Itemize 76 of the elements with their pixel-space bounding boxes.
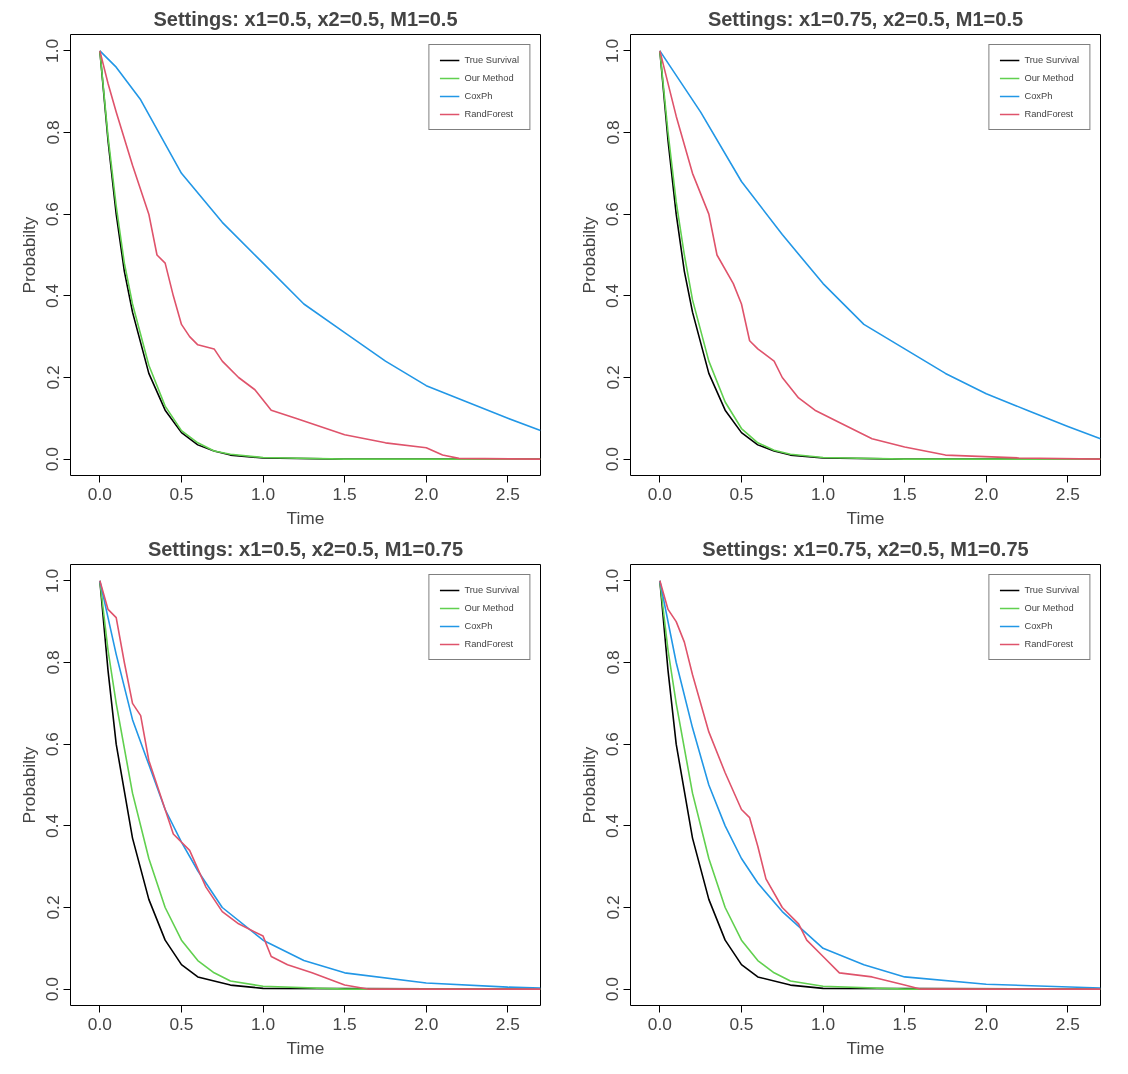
y-tick-label: 0.4	[602, 813, 623, 838]
x-axis-title: Time	[846, 507, 885, 528]
x-tick-label: 0.5	[729, 483, 754, 504]
y-tick-label: 0.0	[602, 447, 623, 472]
y-tick-label: 0.2	[42, 365, 63, 390]
y-tick-label: 1.0	[42, 38, 63, 63]
x-tick-label: 1.5	[332, 483, 357, 504]
x-axis-title: Time	[846, 1037, 885, 1058]
legend-label: True Survival	[464, 55, 519, 65]
chart-title: Settings: x1=0.5, x2=0.5, M1=0.75	[147, 537, 464, 560]
x-tick-label: 2.5	[495, 1013, 520, 1034]
x-tick-label: 1.0	[251, 483, 276, 504]
x-tick-label: 2.0	[414, 1013, 439, 1034]
x-tick-label: 0.0	[87, 1013, 112, 1034]
y-tick-label: 0.4	[42, 283, 63, 308]
y-tick-label: 1.0	[42, 568, 63, 593]
x-tick-label: 2.5	[1055, 1013, 1080, 1034]
legend-label: RandForest	[464, 639, 514, 649]
legend-label: Our Method	[1024, 603, 1074, 613]
y-tick-label: 0.4	[42, 813, 63, 838]
y-tick-label: 0.0	[42, 447, 63, 472]
y-tick-label: 0.8	[42, 120, 63, 145]
y-tick-label: 1.0	[602, 568, 623, 593]
legend-label: RandForest	[1024, 639, 1074, 649]
y-axis-title: Probabilty	[578, 216, 599, 294]
x-tick-label: 1.5	[332, 1013, 357, 1034]
legend-label: True Survival	[1024, 585, 1079, 595]
chart-title: Settings: x1=0.75, x2=0.5, M1=0.75	[702, 537, 1029, 560]
legend-label: True Survival	[464, 585, 519, 595]
legend-label: CoxPh	[1024, 91, 1053, 101]
legend-label: True Survival	[1024, 55, 1079, 65]
x-tick-label: 1.0	[811, 1013, 836, 1034]
chart-title: Settings: x1=0.5, x2=0.5, M1=0.5	[153, 7, 458, 30]
x-tick-label: 2.0	[414, 483, 439, 504]
x-tick-label: 2.5	[1055, 483, 1080, 504]
y-tick-label: 0.6	[602, 732, 623, 757]
y-axis-title: Probabilty	[18, 216, 39, 294]
y-tick-label: 0.8	[602, 650, 623, 675]
y-tick-label: 0.2	[602, 365, 623, 390]
x-tick-label: 0.5	[729, 1013, 754, 1034]
legend-label: CoxPh	[464, 621, 493, 631]
x-axis-title: Time	[286, 507, 325, 528]
y-tick-label: 0.0	[602, 977, 623, 1002]
y-tick-label: 0.0	[42, 977, 63, 1002]
x-tick-label: 1.0	[811, 483, 836, 504]
x-tick-label: 1.5	[892, 483, 917, 504]
y-tick-label: 0.4	[602, 283, 623, 308]
y-axis-title: Probabilty	[578, 746, 599, 824]
legend-label: Our Method	[464, 603, 514, 613]
x-tick-label: 1.5	[892, 1013, 917, 1034]
x-tick-label: 0.0	[647, 483, 672, 504]
legend-label: Our Method	[464, 73, 514, 83]
x-axis-title: Time	[286, 1037, 325, 1058]
y-tick-label: 0.8	[602, 120, 623, 145]
x-tick-label: 1.0	[251, 1013, 276, 1034]
chart-title: Settings: x1=0.75, x2=0.5, M1=0.5	[707, 7, 1024, 30]
x-tick-label: 0.0	[647, 1013, 672, 1034]
legend-label: RandForest	[1024, 109, 1074, 119]
y-tick-label: 0.6	[42, 202, 63, 227]
y-tick-label: 0.2	[602, 895, 623, 920]
y-tick-label: 1.0	[602, 38, 623, 63]
legend-label: CoxPh	[464, 91, 493, 101]
x-tick-label: 0.5	[169, 483, 194, 504]
y-tick-label: 0.6	[602, 202, 623, 227]
x-tick-label: 2.5	[495, 483, 520, 504]
legend-label: Our Method	[1024, 73, 1074, 83]
x-tick-label: 2.0	[974, 1013, 999, 1034]
x-tick-label: 0.5	[169, 1013, 194, 1034]
x-tick-label: 0.0	[87, 483, 112, 504]
legend-label: CoxPh	[1024, 621, 1053, 631]
legend-label: RandForest	[464, 109, 514, 119]
y-tick-label: 0.2	[42, 895, 63, 920]
y-tick-label: 0.6	[42, 732, 63, 757]
x-tick-label: 2.0	[974, 483, 999, 504]
y-axis-title: Probabilty	[18, 746, 39, 824]
y-tick-label: 0.8	[42, 650, 63, 675]
